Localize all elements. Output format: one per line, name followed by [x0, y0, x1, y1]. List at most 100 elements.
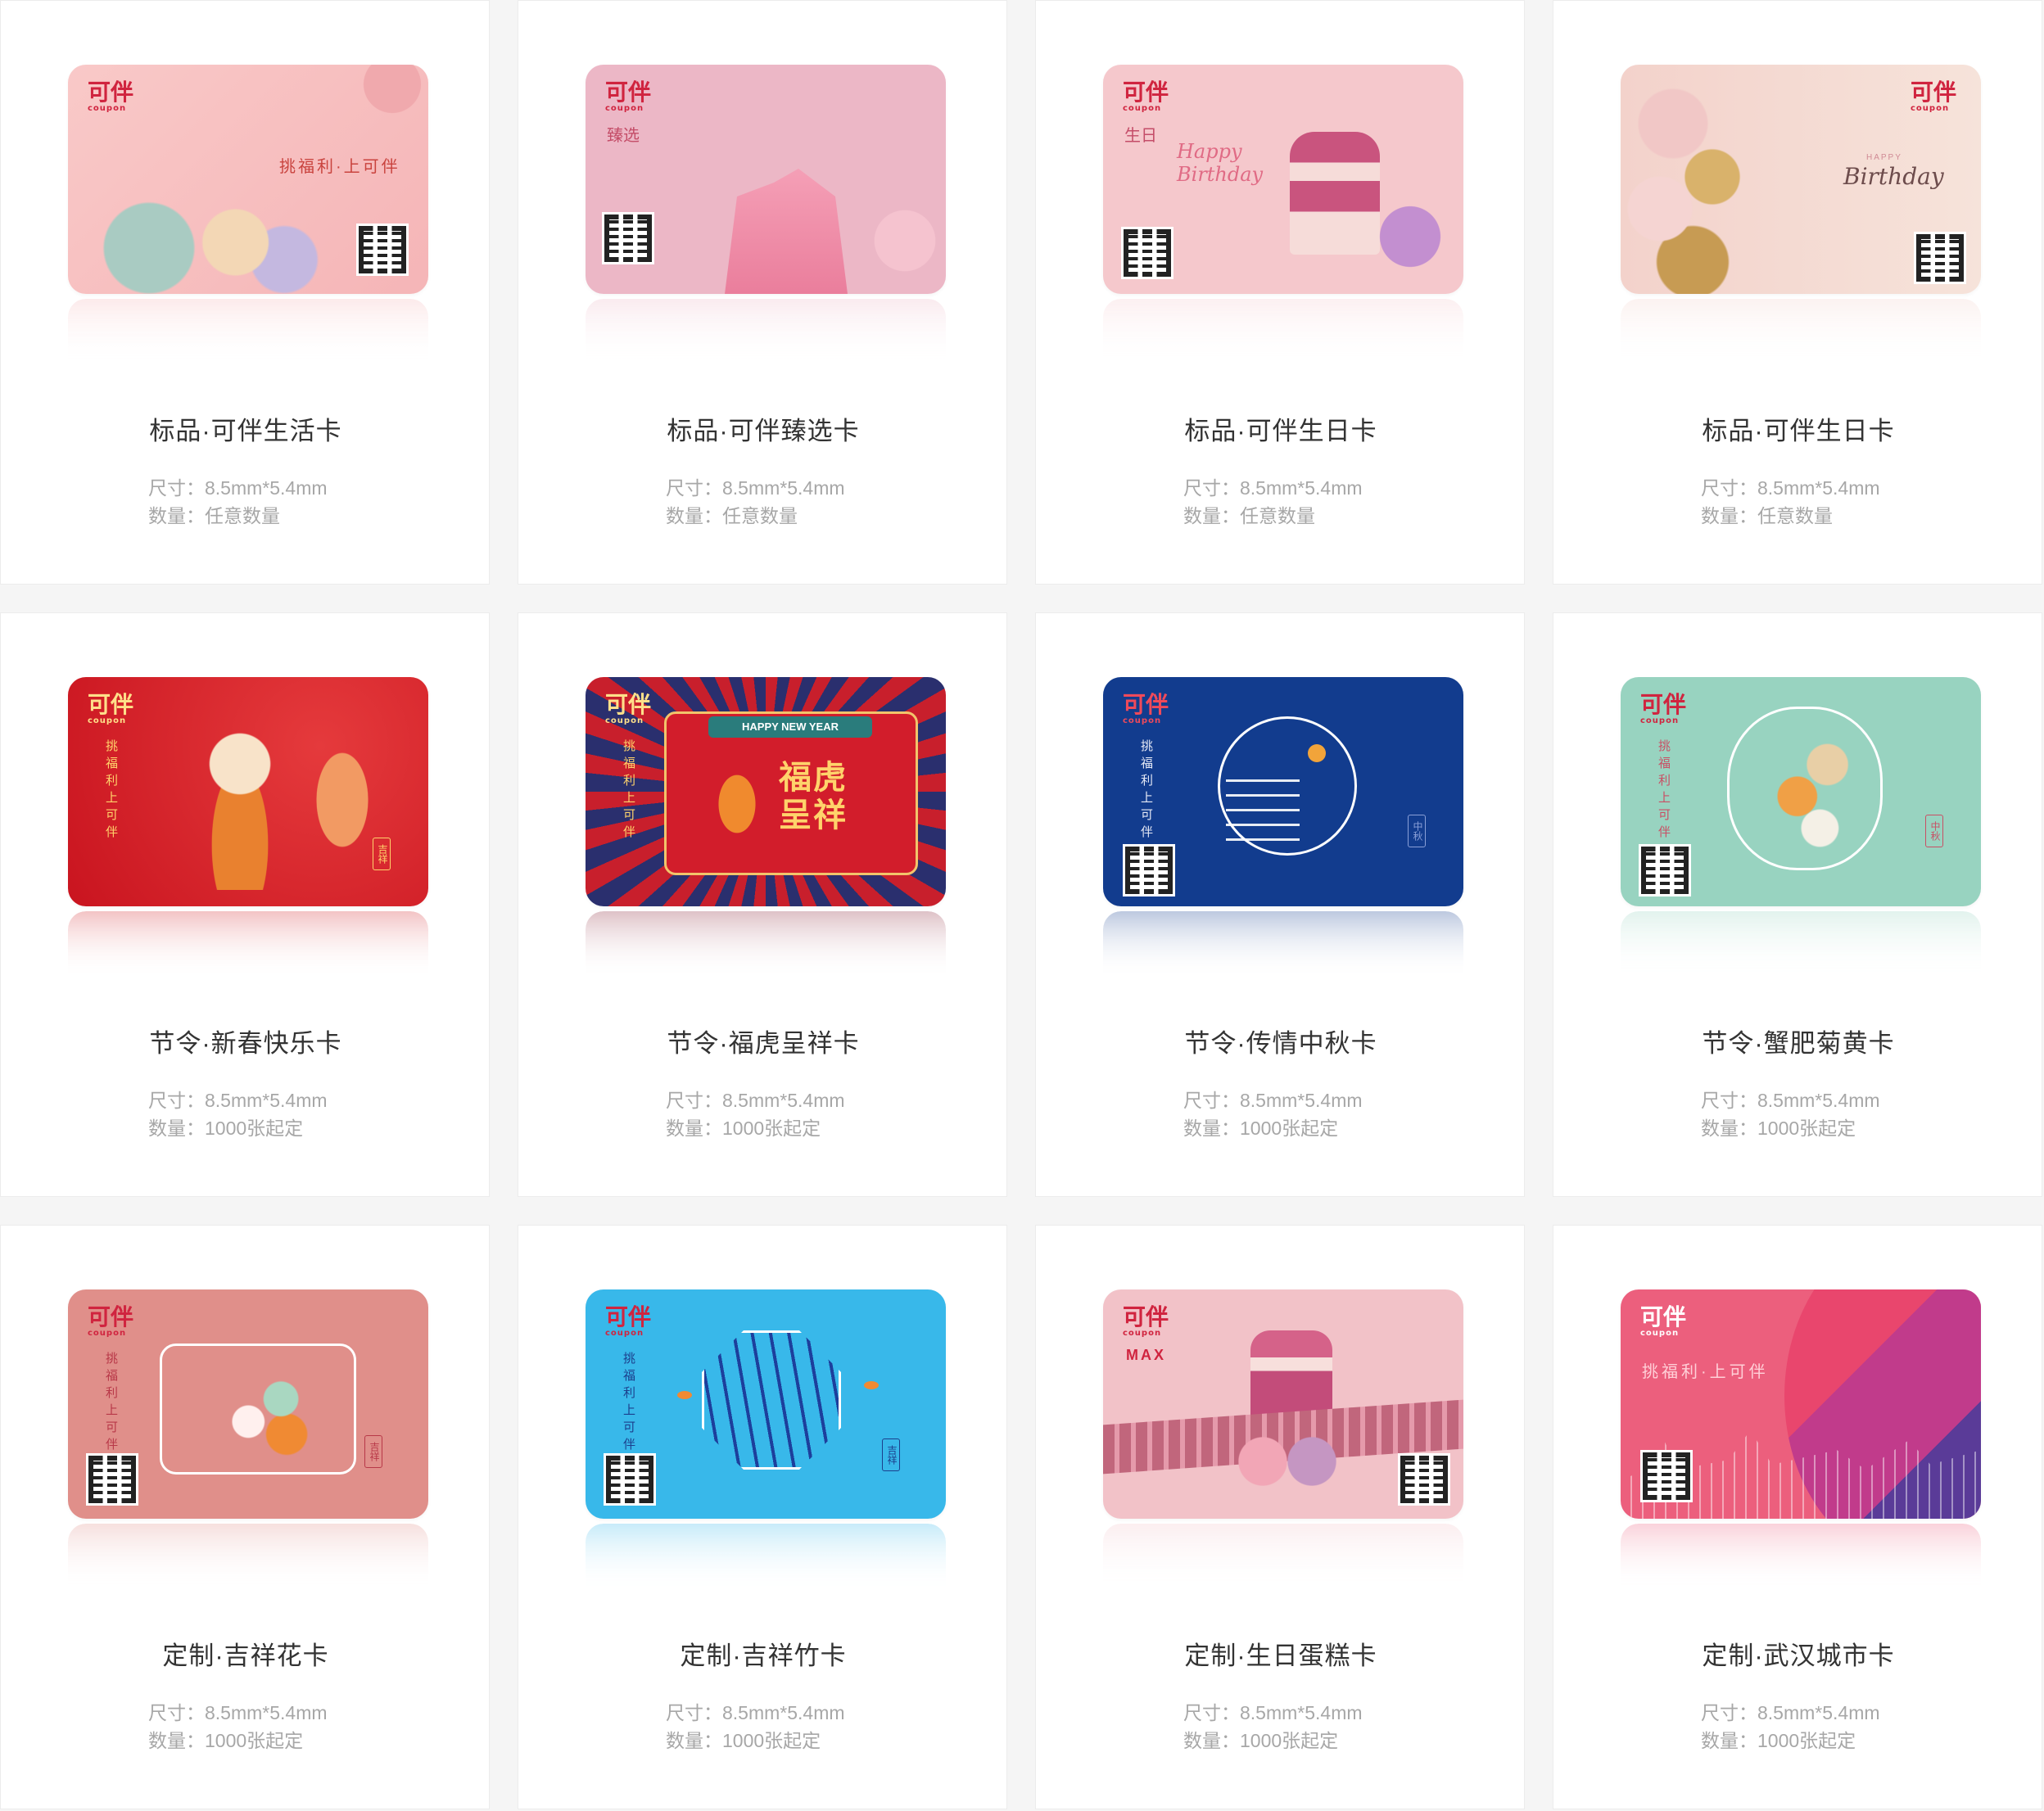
card-title[interactable]: 节令·福虎呈祥卡: [667, 1029, 860, 1058]
card-slogan: 挑福利上可伴: [104, 1352, 118, 1455]
card-title[interactable]: 定制·生日蛋糕卡: [1184, 1642, 1377, 1670]
card-image: 可伴 coupon 挑福利上可伴 中秋: [1621, 677, 1981, 977]
card-slogan: 挑福利上可伴: [1657, 739, 1671, 842]
card-quantity: 数量：1000张起定: [666, 1730, 821, 1751]
gift-boxes-icon: [725, 169, 848, 294]
coupon-logo: 可伴 coupon: [1640, 691, 1687, 726]
card-title[interactable]: 标品·可伴生日卡: [1702, 417, 1895, 445]
card-image: 可伴 coupon MAX: [1103, 1289, 1463, 1589]
card-face: 可伴 coupon 生日 Happy Birthday: [1103, 65, 1463, 294]
card-quantity: 数量：1000张起定: [1701, 1118, 1856, 1139]
product-tile[interactable]: 可伴 coupon 生日 Happy Birthday 标品·可伴生日卡 尺寸：8…: [1035, 0, 1525, 585]
pavilion-icon: [1226, 767, 1300, 841]
product-tile[interactable]: 可伴 coupon MAX 定制·生日蛋糕卡 尺寸：8.5mm*5.4mm 数量：…: [1035, 1225, 1525, 1809]
card-face: 可伴 coupon 挑福利上可伴 中秋: [1103, 677, 1463, 906]
card-image: 可伴 coupon HAPPY Birthday: [1621, 65, 1981, 364]
coupon-logo: 可伴 coupon: [88, 79, 134, 114]
moon-circle-icon: [1218, 716, 1357, 856]
product-tile[interactable]: 可伴 coupon HAPPY Birthday 标品·可伴生日卡 尺寸：8.5m…: [1553, 0, 2042, 585]
card-image: 可伴 coupon 挑福利上可伴 吉祥: [586, 1289, 946, 1589]
card-image: 可伴 coupon 生日 Happy Birthday: [1103, 65, 1463, 364]
product-tile[interactable]: 可伴 coupon 挑福利上可伴 中秋 节令·蟹肥菊黄卡 尺寸：8.5mm*5.4…: [1553, 612, 2042, 1197]
product-tile[interactable]: 可伴 coupon 挑福利上可伴 吉祥 定制·吉祥竹卡 尺寸：8.5mm*5.4m…: [518, 1225, 1007, 1809]
seal-stamp: 吉祥: [882, 1438, 900, 1471]
product-tile[interactable]: 可伴 coupon 挑福利上可伴 吉祥 节令·新春快乐卡 尺寸：8.5mm*5.4…: [0, 612, 490, 1197]
card-face: 可伴 coupon 臻选: [586, 65, 946, 294]
card-reflection: [1103, 911, 1463, 977]
card-title[interactable]: 标品·可伴生日卡: [1184, 417, 1377, 445]
card-title[interactable]: 节令·蟹肥菊黄卡: [1702, 1029, 1895, 1058]
flower-decoration-icon: [1365, 187, 1455, 286]
qr-code-icon: [1398, 1453, 1450, 1506]
card-size: 尺寸：8.5mm*5.4mm: [666, 1090, 845, 1111]
card-slogan: 挑福利上可伴: [622, 739, 635, 842]
moon-icon: [1308, 744, 1326, 762]
frame-panel: [664, 711, 918, 875]
card-title[interactable]: 标品·可伴臻选卡: [667, 417, 860, 445]
product-tile[interactable]: 可伴 coupon 挑福利·上可伴 定制·武汉城市卡 尺寸：8.5mm*5.4mm…: [1553, 1225, 2042, 1809]
card-quantity: 数量：任意数量: [1701, 505, 1833, 526]
card-quantity: 数量：任意数量: [666, 505, 798, 526]
tiger-child-icon: [191, 710, 289, 890]
product-tile[interactable]: 可伴 coupon 挑福利上可伴 吉祥 定制·吉祥花卡 尺寸：8.5mm*5.4m…: [0, 1225, 490, 1809]
card-title[interactable]: 节令·传情中秋卡: [1184, 1029, 1377, 1058]
product-tile[interactable]: 可伴 coupon 挑福利上可伴 HAPPY NEW YEAR 福虎呈祥 节令·福…: [518, 612, 1007, 1197]
card-reflection: [586, 1524, 946, 1589]
card-title[interactable]: 定制·吉祥花卡: [162, 1642, 329, 1670]
bird-icon: [864, 1381, 879, 1389]
card-face: 可伴 coupon 挑福利上可伴 吉祥: [68, 677, 428, 906]
card-size: 尺寸：8.5mm*5.4mm: [148, 1702, 328, 1723]
card-title[interactable]: 定制·吉祥竹卡: [680, 1642, 847, 1670]
product-tile[interactable]: 可伴 coupon 挑福利·上可伴 标品·可伴生活卡 尺寸：8.5mm*5.4mm…: [0, 0, 490, 585]
card-size: 尺寸：8.5mm*5.4mm: [1701, 1090, 1880, 1111]
card-title[interactable]: 标品·可伴生活卡: [149, 417, 342, 445]
card-size: 尺寸：8.5mm*5.4mm: [1701, 1702, 1880, 1723]
card-reflection: [68, 299, 428, 364]
card-title[interactable]: 定制·武汉城市卡: [1702, 1642, 1895, 1670]
card-image: 可伴 coupon 挑福利上可伴 HAPPY NEW YEAR 福虎呈祥: [586, 677, 946, 977]
card-face: 可伴 coupon 挑福利上可伴 中秋: [1621, 677, 1981, 906]
qr-code-icon: [1639, 844, 1691, 896]
card-face: 可伴 coupon 挑福利上可伴 吉祥: [586, 1289, 946, 1519]
card-face: 可伴 coupon MAX: [1103, 1289, 1463, 1519]
card-reflection: [1103, 299, 1463, 364]
card-quantity: 数量：1000张起定: [1183, 1118, 1339, 1139]
bamboo-window-icon: [702, 1330, 841, 1470]
card-slogan: 挑福利上可伴: [104, 739, 118, 842]
color-arc: [1784, 1289, 1981, 1519]
card-quantity: 数量：1000张起定: [148, 1118, 304, 1139]
flower-decoration-icon: [338, 65, 428, 130]
card-image: 可伴 coupon 挑福利上可伴 吉祥: [68, 677, 428, 977]
card-reflection: [1621, 1524, 1981, 1589]
coupon-logo: 可伴 coupon: [605, 1303, 652, 1339]
qr-code-icon: [86, 1453, 138, 1506]
card-face: 可伴 coupon 挑福利上可伴 HAPPY NEW YEAR 福虎呈祥: [586, 677, 946, 906]
card-quantity: 数量：任意数量: [1183, 505, 1315, 526]
card-quantity: 数量：1000张起定: [666, 1118, 821, 1139]
card-size: 尺寸：8.5mm*5.4mm: [148, 477, 328, 499]
qr-code-icon: [1123, 844, 1175, 896]
qr-code-icon: [604, 1453, 656, 1506]
card-reflection: [1103, 1524, 1463, 1589]
card-reflection: [586, 299, 946, 364]
seal-stamp: 吉祥: [373, 838, 391, 870]
qr-code-icon: [602, 212, 654, 264]
chrysanthemum-icon: [1727, 707, 1883, 870]
card-size: 尺寸：8.5mm*5.4mm: [1183, 1702, 1363, 1723]
koi-fish-icon: [297, 718, 387, 882]
coupon-logo: 可伴 coupon: [1911, 79, 1957, 114]
coupon-logo: 可伴 coupon: [1123, 79, 1169, 114]
card-size: 尺寸：8.5mm*5.4mm: [1701, 477, 1880, 499]
cake-icon: [1290, 132, 1380, 255]
card-slogan: 挑福利上可伴: [1139, 739, 1153, 842]
product-tile[interactable]: 可伴 coupon 臻选 标品·可伴臻选卡 尺寸：8.5mm*5.4mm 数量：任…: [518, 0, 1007, 585]
card-size: 尺寸：8.5mm*5.4mm: [148, 1090, 328, 1111]
card-title[interactable]: 节令·新春快乐卡: [149, 1029, 342, 1058]
product-tile[interactable]: 可伴 coupon 挑福利上可伴 中秋 节令·传情中秋卡 尺寸：8.5mm*5.4…: [1035, 612, 1525, 1197]
coupon-logo: 可伴 coupon: [1640, 1303, 1687, 1339]
card-subtitle: 臻选: [607, 127, 640, 145]
card-reflection: [1621, 299, 1981, 364]
birthday-script: Birthday: [1843, 163, 1944, 190]
card-face: 可伴 coupon HAPPY Birthday: [1621, 65, 1981, 294]
